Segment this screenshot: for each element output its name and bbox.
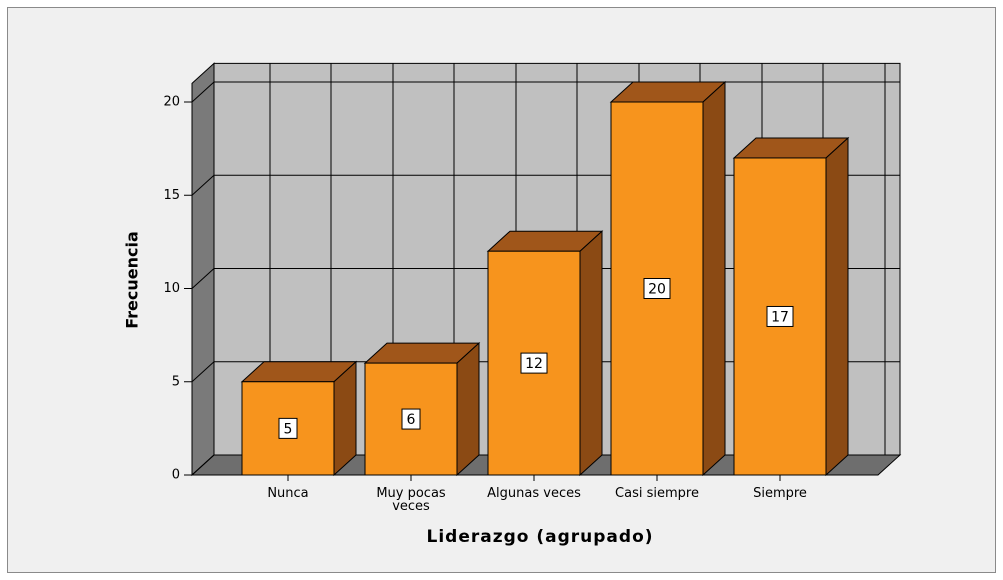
value-label: 12 [525,356,543,372]
bar-side [825,136,849,477]
y-tick-label: 0 [172,468,180,483]
value-label-box [278,417,298,439]
left-wall [191,62,215,477]
x-tick-label: Muy pocas veces [376,486,446,514]
value-label: 20 [648,282,666,298]
bar-side [702,80,726,477]
value-label: 5 [284,421,293,437]
grid-line-side [191,268,215,289]
bar-side [456,341,480,477]
y-tick-label: 5 [172,374,180,389]
y-tick-label: 15 [163,188,180,203]
bar-side [333,360,357,477]
x-tick-label: Nunca [267,486,309,501]
grid-line-side [191,174,215,196]
y-tick-label: 20 [163,95,180,110]
x-axis-title: Liderazgo (agrupado) [426,527,653,547]
value-label-box [520,352,548,374]
y-tick-label: 10 [163,281,180,296]
x-tick-label: Algunas veces [487,486,581,501]
grid-line-side [191,361,215,383]
value-label: 6 [407,412,416,428]
value-label: 17 [771,309,789,325]
value-label-box [401,408,421,430]
value-label-box [766,305,794,327]
x-tick-label: Casi siempre [615,486,699,501]
y-axis-title: Frecuencia [123,231,142,329]
bar-side [579,230,603,477]
grid-line-side [191,454,215,476]
x-tick-label: Siempre [753,486,807,501]
value-label-box [643,278,671,299]
grid-line-side [191,81,215,103]
